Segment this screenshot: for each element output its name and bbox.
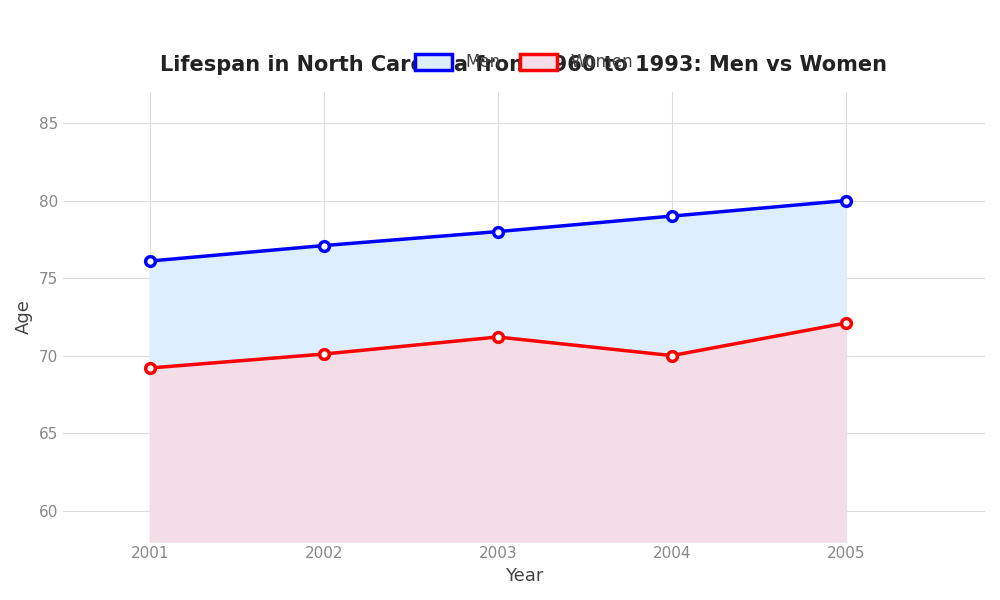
Legend: Men, Women: Men, Women (408, 47, 639, 78)
X-axis label: Year: Year (505, 567, 543, 585)
Y-axis label: Age: Age (15, 299, 33, 334)
Title: Lifespan in North Carolina from 1960 to 1993: Men vs Women: Lifespan in North Carolina from 1960 to … (160, 55, 887, 75)
